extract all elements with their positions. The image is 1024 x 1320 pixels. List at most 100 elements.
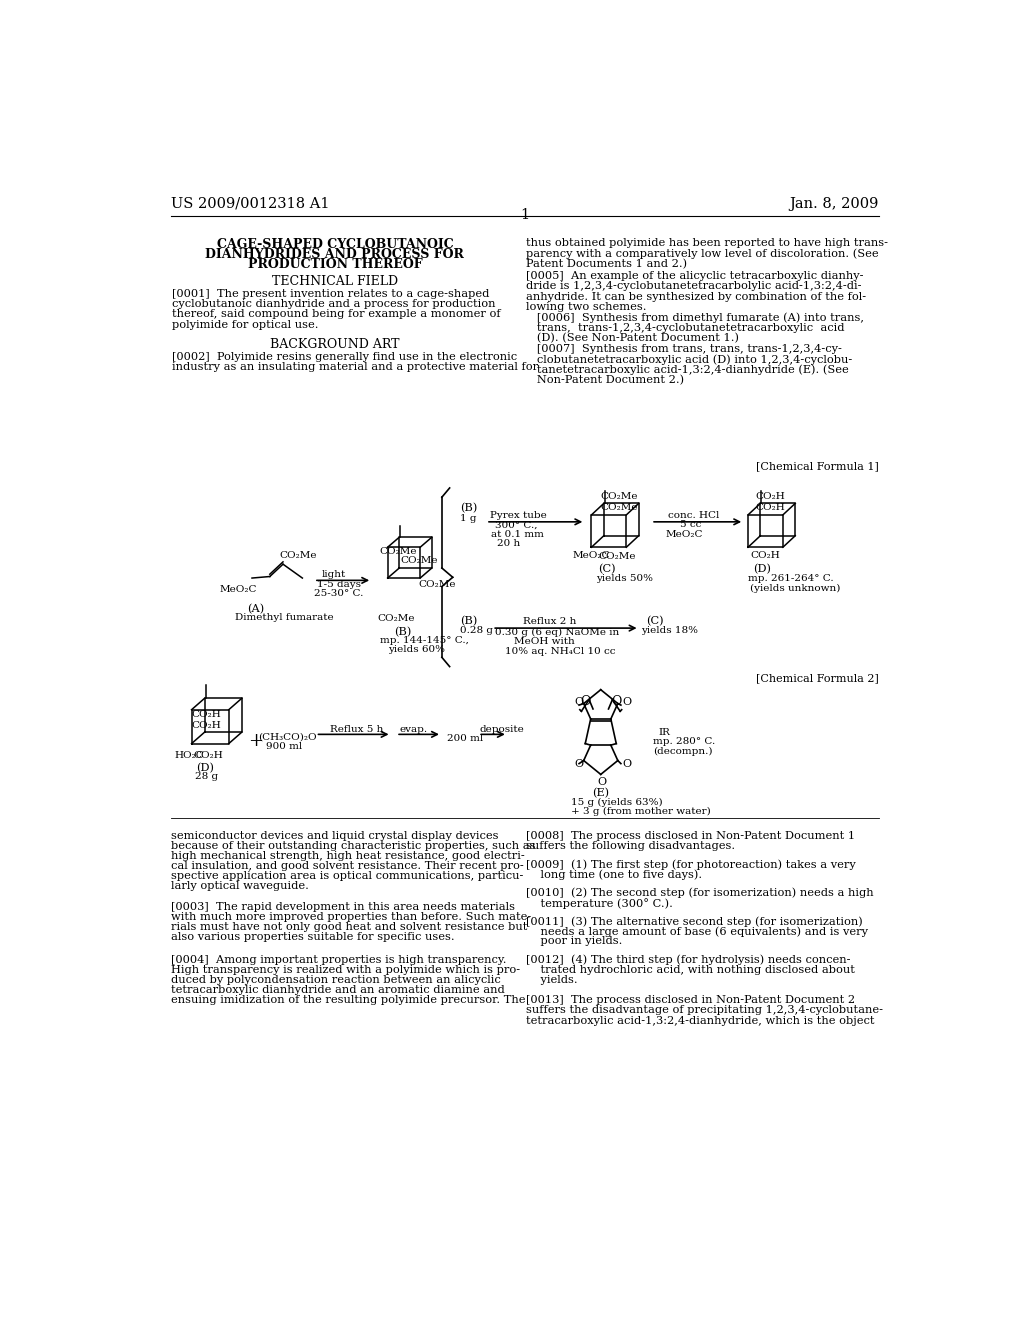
Text: poor in yields.: poor in yields. [526, 936, 623, 946]
Text: semiconductor devices and liquid crystal display devices: semiconductor devices and liquid crystal… [171, 830, 498, 841]
Text: Jan. 8, 2009: Jan. 8, 2009 [790, 197, 879, 211]
Text: CO₂Me: CO₂Me [598, 552, 636, 561]
Text: trated hydrochloric acid, with nothing disclosed about: trated hydrochloric acid, with nothing d… [526, 965, 855, 974]
Text: CO₂Me: CO₂Me [400, 556, 438, 565]
Text: [0005]  An example of the alicyclic tetracarboxylic dianhy-: [0005] An example of the alicyclic tetra… [526, 271, 864, 281]
Text: lowing two schemes.: lowing two schemes. [526, 302, 647, 312]
Text: [0009]  (1) The first step (for photoreaction) takes a very: [0009] (1) The first step (for photoreac… [526, 859, 856, 870]
Text: thereof, said compound being for example a monomer of: thereof, said compound being for example… [172, 309, 501, 319]
Text: IR: IR [658, 729, 671, 737]
Text: rials must have not only good heat and solvent resistance but: rials must have not only good heat and s… [171, 923, 527, 932]
Text: [0006]  Synthesis from dimethyl fumarate (A) into trans,: [0006] Synthesis from dimethyl fumarate … [526, 313, 864, 323]
Text: CO₂H: CO₂H [191, 721, 221, 730]
Text: (B): (B) [460, 615, 477, 626]
Text: 15 g (yields 63%): 15 g (yields 63%) [571, 797, 663, 807]
Text: CO₂Me: CO₂Me [380, 548, 418, 556]
Text: suffers the disadvantage of precipitating 1,2,3,4-cyclobutane-: suffers the disadvantage of precipitatin… [526, 1006, 884, 1015]
Text: 300° C.,: 300° C., [495, 520, 537, 529]
Text: (D): (D) [753, 564, 771, 574]
Text: HO₂C: HO₂C [174, 751, 204, 759]
Text: anhydride. It can be synthesized by combination of the fol-: anhydride. It can be synthesized by comb… [526, 292, 866, 301]
Text: tetracarboxylic dianhydride and an aromatic diamine and: tetracarboxylic dianhydride and an aroma… [171, 985, 505, 995]
Text: O: O [611, 696, 622, 708]
Text: yields 50%: yields 50% [596, 574, 653, 583]
Text: light: light [322, 570, 346, 578]
Text: PRODUCTION THEREOF: PRODUCTION THEREOF [248, 257, 422, 271]
Text: tanetetracarboxylic acid-1,3:2,4-dianhydride (E). (See: tanetetracarboxylic acid-1,3:2,4-dianhyd… [526, 364, 849, 375]
Text: CO₂H: CO₂H [191, 710, 221, 719]
Text: BACKGROUND ART: BACKGROUND ART [270, 338, 399, 351]
Text: needs a large amount of base (6 equivalents) and is very: needs a large amount of base (6 equivale… [526, 927, 868, 937]
Text: CO₂Me: CO₂Me [280, 552, 316, 560]
Text: 25-30° C.: 25-30° C. [314, 589, 364, 598]
Text: 28 g: 28 g [196, 772, 218, 781]
Text: 200 ml: 200 ml [447, 734, 483, 743]
Text: 1 g: 1 g [460, 515, 476, 523]
Text: (decompn.): (decompn.) [653, 747, 713, 756]
Text: [0012]  (4) The third step (for hydrolysis) needs concen-: [0012] (4) The third step (for hydrolysi… [526, 954, 851, 965]
Text: CO₂H: CO₂H [755, 492, 784, 500]
Text: (CH₃CO)₂O: (CH₃CO)₂O [258, 733, 316, 741]
Text: ensuing imidization of the resulting polyimide precursor. The: ensuing imidization of the resulting pol… [171, 995, 525, 1006]
Text: MeO₂C: MeO₂C [572, 552, 610, 560]
Text: yields 60%: yields 60% [388, 645, 444, 653]
Text: Reflux 2 h: Reflux 2 h [523, 618, 577, 626]
Text: 10% aq. NH₄Cl 10 cc: 10% aq. NH₄Cl 10 cc [506, 647, 615, 656]
Text: mp. 261-264° C.: mp. 261-264° C. [748, 574, 834, 583]
Text: 1-5 days: 1-5 days [317, 579, 361, 589]
Text: long time (one to five days).: long time (one to five days). [526, 870, 702, 880]
Text: 0.30 g (6 eq) NaOMe in: 0.30 g (6 eq) NaOMe in [495, 628, 618, 638]
Text: [Chemical Formula 2]: [Chemical Formula 2] [756, 673, 879, 682]
Text: (C): (C) [646, 615, 664, 626]
Text: trans,  trans-1,2,3,4-cyclobutanetetracarboxylic  acid: trans, trans-1,2,3,4-cyclobutanetetracar… [526, 323, 845, 333]
Text: (A): (A) [247, 603, 264, 614]
Text: cyclobutanoic dianhydride and a process for production: cyclobutanoic dianhydride and a process … [172, 298, 496, 309]
Text: CO₂Me: CO₂Me [601, 503, 638, 512]
Text: Reflux 5 h: Reflux 5 h [330, 725, 383, 734]
Text: (B): (B) [460, 503, 477, 513]
Text: CAGE-SHAPED CYCLOBUTANOIC: CAGE-SHAPED CYCLOBUTANOIC [216, 238, 454, 251]
Text: CO₂Me: CO₂Me [378, 614, 415, 623]
Text: CO₂H: CO₂H [751, 552, 780, 560]
Text: 5 cc: 5 cc [680, 520, 701, 529]
Text: parency with a comparatively low level of discoloration. (See: parency with a comparatively low level o… [526, 248, 879, 259]
Text: CO₂Me: CO₂Me [601, 492, 638, 500]
Text: (yields unknown): (yields unknown) [751, 583, 841, 593]
Text: 20 h: 20 h [497, 539, 520, 548]
Text: at 0.1 mm: at 0.1 mm [490, 529, 544, 539]
Text: + 3 g (from mother water): + 3 g (from mother water) [571, 807, 711, 816]
Text: (C): (C) [598, 564, 615, 574]
Text: clobutanetetracarboxylic acid (D) into 1,2,3,4-cyclobu-: clobutanetetracarboxylic acid (D) into 1… [526, 354, 853, 364]
Text: [0007]  Synthesis from trans, trans, trans-1,2,3,4-cy-: [0007] Synthesis from trans, trans, tran… [526, 345, 842, 354]
Text: (D): (D) [197, 763, 214, 774]
Text: DIANHYDRIDES AND PROCESS FOR: DIANHYDRIDES AND PROCESS FOR [206, 248, 464, 261]
Text: CO₂H: CO₂H [194, 751, 223, 759]
Text: larly optical waveguide.: larly optical waveguide. [171, 882, 308, 891]
Text: with much more improved properties than before. Such mate-: with much more improved properties than … [171, 912, 530, 921]
Text: (E): (E) [592, 788, 609, 799]
Text: [0010]  (2) The second step (for isomerization) needs a high: [0010] (2) The second step (for isomeriz… [526, 887, 873, 898]
Text: 1: 1 [520, 209, 529, 223]
Text: O: O [574, 759, 584, 768]
Text: [0003]  The rapid development in this area needs materials: [0003] The rapid development in this are… [171, 902, 515, 912]
Text: thus obtained polyimide has been reported to have high trans-: thus obtained polyimide has been reporte… [526, 238, 889, 248]
Text: TECHNICAL FIELD: TECHNICAL FIELD [271, 275, 398, 288]
Text: spective application area is optical communications, particu-: spective application area is optical com… [171, 871, 523, 882]
Text: (D). (See Non-Patent Document 1.): (D). (See Non-Patent Document 1.) [526, 333, 739, 343]
Text: O: O [598, 776, 607, 787]
Text: dride is 1,2,3,4-cyclobutanetetracarbolylic acid-1,3:2,4-di-: dride is 1,2,3,4-cyclobutanetetracarboly… [526, 281, 862, 292]
Text: O: O [574, 697, 584, 708]
Text: +: + [248, 733, 263, 750]
Text: also various properties suitable for specific uses.: also various properties suitable for spe… [171, 932, 455, 942]
Text: Patent Documents 1 and 2.): Patent Documents 1 and 2.) [526, 259, 687, 269]
Text: evap.: evap. [399, 725, 427, 734]
Text: MeO₂C: MeO₂C [665, 529, 702, 539]
Text: Pyrex tube: Pyrex tube [489, 511, 547, 520]
Text: [0001]  The present invention relates to a cage-shaped: [0001] The present invention relates to … [172, 289, 489, 298]
Text: O: O [580, 696, 591, 708]
Text: Dimethyl fumarate: Dimethyl fumarate [234, 612, 334, 622]
Text: (B): (B) [394, 627, 412, 636]
Text: suffers the following disadvantages.: suffers the following disadvantages. [526, 841, 735, 851]
Text: [0011]  (3) The alternative second step (for isomerization): [0011] (3) The alternative second step (… [526, 916, 863, 927]
Text: yields.: yields. [526, 975, 578, 985]
